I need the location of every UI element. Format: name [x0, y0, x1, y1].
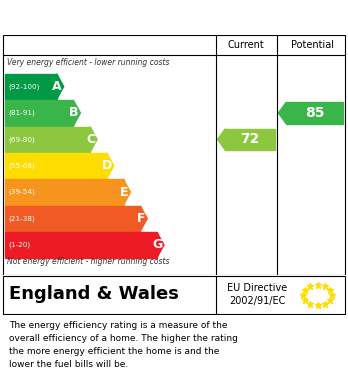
Text: B: B: [69, 106, 79, 120]
Text: A: A: [52, 80, 62, 93]
Bar: [5, 74, 57, 99]
Bar: [5, 206, 140, 231]
Text: E: E: [120, 186, 129, 199]
Text: (39-54): (39-54): [9, 189, 35, 196]
Text: (69-80): (69-80): [9, 136, 35, 143]
Text: Not energy efficient - higher running costs: Not energy efficient - higher running co…: [7, 257, 169, 266]
Polygon shape: [278, 102, 286, 124]
Text: (1-20): (1-20): [9, 242, 31, 248]
Bar: [5, 179, 124, 205]
Bar: [286, 102, 343, 124]
Bar: [5, 100, 73, 126]
Text: (81-91): (81-91): [9, 110, 35, 116]
Text: EU Directive
2002/91/EC: EU Directive 2002/91/EC: [227, 283, 288, 306]
Text: G: G: [152, 239, 162, 251]
Text: England & Wales: England & Wales: [9, 285, 179, 303]
Text: Very energy efficient - lower running costs: Very energy efficient - lower running co…: [7, 58, 169, 67]
Polygon shape: [124, 179, 130, 205]
Polygon shape: [90, 127, 97, 152]
Bar: [225, 129, 275, 150]
Polygon shape: [157, 232, 164, 258]
Text: Potential: Potential: [291, 40, 334, 50]
Text: (92-100): (92-100): [9, 83, 40, 90]
Polygon shape: [140, 206, 147, 231]
Bar: [5, 127, 90, 152]
Text: Current: Current: [228, 40, 264, 50]
Text: The energy efficiency rating is a measure of the
overall efficiency of a home. T: The energy efficiency rating is a measur…: [9, 321, 238, 369]
Polygon shape: [57, 74, 64, 99]
Text: 72: 72: [240, 133, 260, 146]
Polygon shape: [107, 153, 114, 179]
Polygon shape: [218, 129, 225, 150]
Text: (21-38): (21-38): [9, 215, 35, 222]
Bar: [5, 232, 157, 258]
Text: F: F: [137, 212, 145, 225]
Polygon shape: [73, 100, 80, 126]
Bar: [5, 153, 107, 179]
Text: D: D: [102, 159, 112, 172]
Text: (55-68): (55-68): [9, 163, 35, 169]
Text: C: C: [86, 133, 95, 146]
Text: 85: 85: [304, 106, 324, 120]
Text: Energy Efficiency Rating: Energy Efficiency Rating: [10, 10, 220, 25]
